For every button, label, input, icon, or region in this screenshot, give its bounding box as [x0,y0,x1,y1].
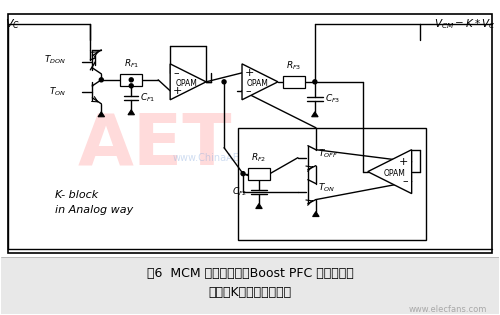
Text: OPAM: OPAM [384,169,406,178]
Bar [238,128,426,239]
Text: $T_{DON}$: $T_{DON}$ [44,54,66,66]
Text: +: + [398,157,407,167]
Polygon shape [312,212,319,216]
Text: $R_{F3}$: $R_{F3}$ [286,59,302,72]
Text: +: + [173,86,182,96]
Polygon shape [170,64,206,100]
Circle shape [129,78,133,82]
Bar [120,74,142,86]
Text: 调制器K模块的简化电路: 调制器K模块的简化电路 [208,286,292,299]
Circle shape [313,80,317,84]
Text: $R_{F1}$: $R_{F1}$ [124,57,139,70]
Text: OPAM: OPAM [175,79,197,88]
Text: $T_{ON}$: $T_{ON}$ [318,181,335,194]
Text: OPAM: OPAM [247,79,269,88]
Text: –: – [402,176,407,186]
Polygon shape [242,64,278,100]
Text: $C_{F1}$: $C_{F1}$ [140,92,156,104]
Text: www.ChinaAET.com: www.ChinaAET.com [172,153,268,163]
Bar [0,257,500,314]
Bar [8,14,492,254]
Text: www.elecfans.com: www.elecfans.com [409,305,488,314]
Text: +: + [245,68,254,78]
Text: $C_{F3}$: $C_{F3}$ [325,93,340,105]
Text: 图6  MCM 工作模式下，Boost PFC 变换器实现: 图6 MCM 工作模式下，Boost PFC 变换器实现 [146,267,354,280]
Text: $V_C$: $V_C$ [4,17,20,31]
Polygon shape [128,110,134,115]
Bar [248,168,270,180]
Text: in Analog way: in Analog way [56,204,134,215]
Polygon shape [368,150,412,194]
Circle shape [222,80,226,84]
Text: K- block: K- block [56,190,98,200]
Circle shape [241,172,245,176]
Circle shape [100,78,103,82]
Text: $R_{F2}$: $R_{F2}$ [252,151,266,164]
Polygon shape [98,112,104,117]
Bar [283,76,305,88]
Circle shape [129,84,133,88]
Text: $C_{F2}$: $C_{F2}$ [232,185,247,198]
Text: $T_{OFF}$: $T_{OFF}$ [318,147,338,160]
Text: $V_{CM}=K*V_C$: $V_{CM}=K*V_C$ [434,17,496,31]
Text: –: – [173,68,179,78]
Text: AET: AET [78,110,233,179]
Polygon shape [312,112,318,117]
Text: –: – [245,86,250,96]
Polygon shape [256,203,262,209]
Text: $T_{ON}$: $T_{ON}$ [50,86,66,98]
